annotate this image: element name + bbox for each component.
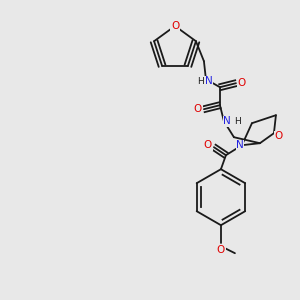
Text: N: N: [205, 76, 213, 86]
Text: H: H: [235, 117, 241, 126]
Text: O: O: [171, 21, 179, 31]
Text: O: O: [275, 131, 283, 141]
Text: O: O: [238, 78, 246, 88]
Text: O: O: [217, 245, 225, 255]
Text: O: O: [194, 104, 202, 114]
Text: H: H: [197, 77, 204, 86]
Text: N: N: [236, 140, 244, 150]
Text: N: N: [223, 116, 231, 126]
Text: O: O: [204, 140, 212, 150]
